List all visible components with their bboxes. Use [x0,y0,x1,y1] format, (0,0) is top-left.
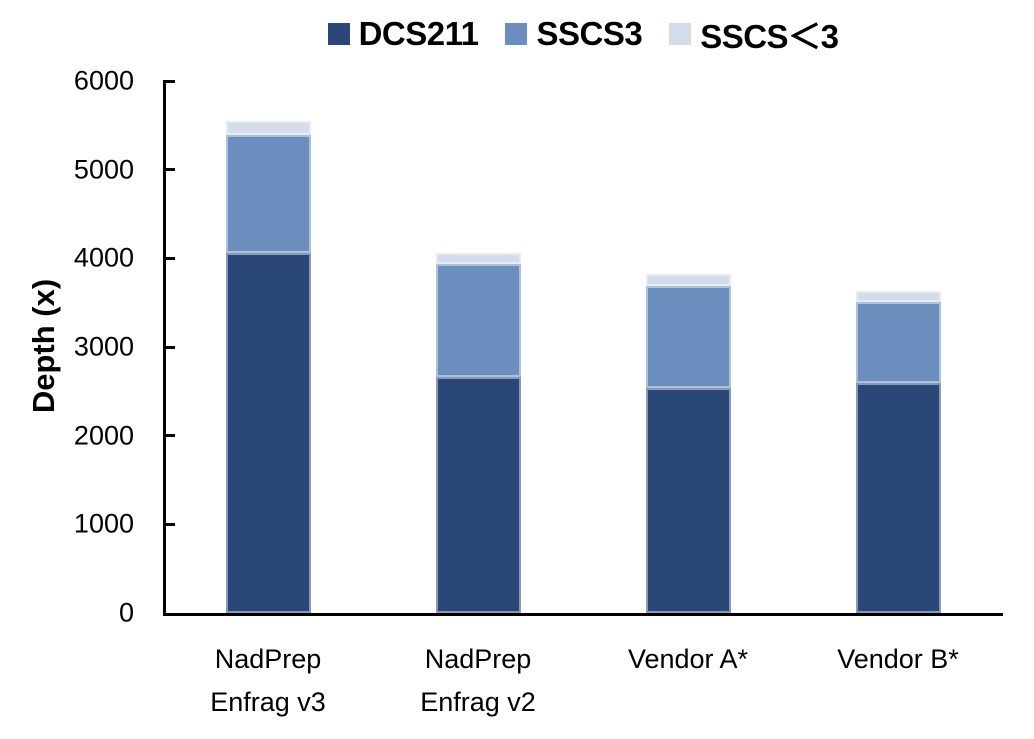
segment-SSCS＜3 [645,274,731,287]
x-axis-line [163,613,1003,616]
y-tick-label-4000: 4000 [73,242,134,273]
bar-slot-1 [163,81,373,613]
segment-SSCS＜3 [225,120,311,136]
stacked-bar-1 [225,120,311,613]
x-category-label: NadPrep Enfrag v3 [210,644,326,718]
y-tick-mark-4000 [163,256,175,260]
segment-SSCS3 [435,264,521,378]
y-tick-label-2000: 2000 [73,420,134,451]
segment-SSCS＜3 [855,290,941,302]
legend-item-SSCS3: SSCS3 [505,15,643,53]
y-axis-labels: 0 1000 2000 3000 4000 5000 6000 [0,0,134,739]
x-category-label: Vendor A* [627,644,749,674]
y-tick-label-6000: 6000 [73,65,134,96]
y-axis-line [163,81,166,616]
x-category-label: NadPrep Enfrag v2 [420,644,536,718]
legend-label: SSCS＜3 [700,18,839,55]
legend-label: DCS211 [358,15,479,52]
bar-slot-3 [583,81,793,613]
bar-slot-4 [793,81,1003,613]
segment-SSCS3 [645,286,731,389]
segment-DCS211 [435,377,521,613]
bar-slot-2 [373,81,583,613]
y-tick-label-3000: 3000 [73,331,134,362]
y-tick-mark-6000 [163,79,175,83]
y-tick-label-5000: 5000 [73,154,134,185]
y-tick-mark-5000 [163,168,175,172]
x-category-label: Vendor B* [837,644,959,674]
stacked-bar-3 [645,274,731,613]
stacked-bar-4 [855,290,941,613]
segment-DCS211 [225,253,311,613]
legend-swatch-icon [505,23,528,45]
stacked-bar-2 [435,253,521,613]
segment-DCS211 [645,388,731,613]
y-tick-label-1000: 1000 [73,508,134,539]
legend-swatch-icon [327,23,350,45]
bars [163,81,1003,613]
legend-item-DCS211: DCS211 [327,15,479,53]
y-tick-mark-2000 [163,434,175,438]
plot-area [163,81,1003,613]
segment-SSCS3 [225,135,311,253]
legend-item-SSCS＜3: SSCS＜3 [669,10,839,58]
y-tick-mark-1000 [163,522,175,526]
y-tick-mark-3000 [163,345,175,349]
segment-SSCS3 [855,301,941,383]
legend-label: SSCS3 [536,15,643,52]
segment-SSCS＜3 [435,253,521,265]
y-tick-label-0: 0 [118,597,134,628]
legend-swatch-icon [669,23,692,45]
segment-DCS211 [855,382,941,613]
x-axis-labels: NadPrep Enfrag v3 NadPrep Enfrag v2 Vendor… [163,638,1003,724]
legend: DCS211 SSCS3 SSCS＜3 [163,14,1003,55]
